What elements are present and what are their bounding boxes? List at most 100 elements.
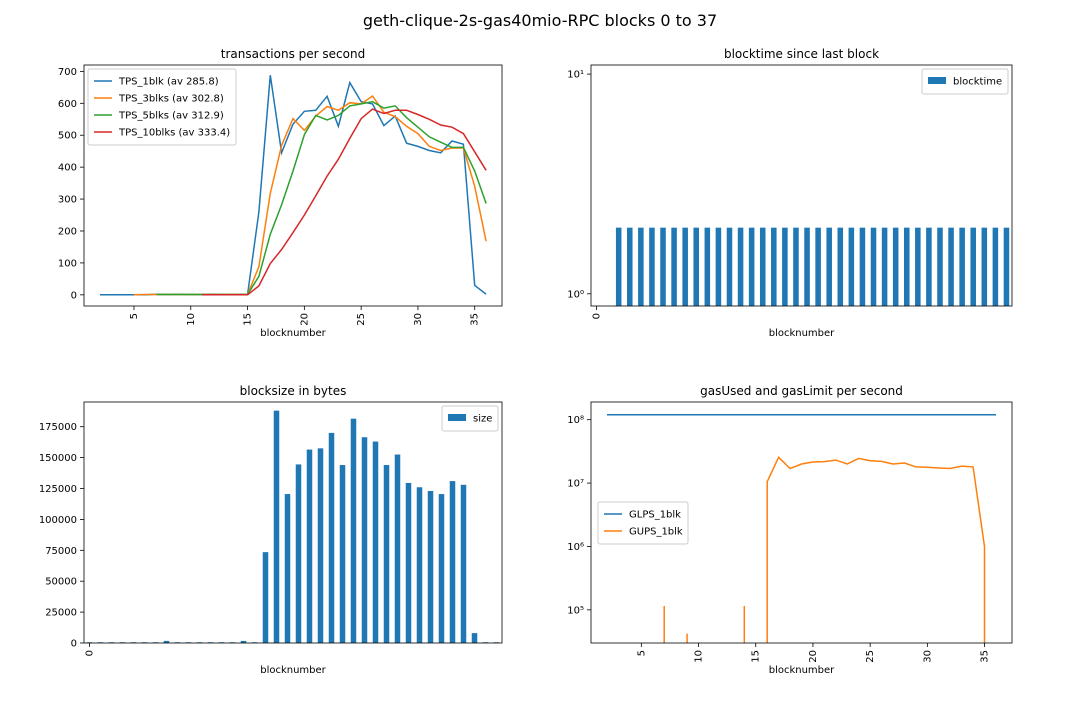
bar — [771, 227, 777, 306]
y-tick-label: 100000 — [39, 515, 77, 526]
y-tick-label: 10⁸ — [567, 415, 584, 426]
axes-frame — [83, 401, 503, 644]
bar — [460, 484, 467, 643]
chart-title: transactions per second — [221, 47, 365, 61]
bar — [627, 227, 633, 306]
chart-title: blocksize in bytes — [240, 384, 347, 398]
y-tick-label: 75000 — [45, 546, 77, 557]
legend-label: size — [473, 414, 492, 425]
y-tick-label: 10⁷ — [567, 479, 584, 490]
legend-label: TPS_10blks (av 333.4) — [118, 128, 230, 139]
y-tick-label: 125000 — [39, 484, 77, 495]
bar — [262, 552, 269, 643]
y-tick-label: 500 — [58, 131, 77, 142]
x-tick-label: 30 — [413, 313, 424, 326]
series-line — [202, 108, 487, 296]
y-tick-label: 10⁵ — [567, 605, 584, 616]
bar — [892, 227, 899, 306]
legend-swatch — [928, 77, 946, 84]
bar — [970, 227, 976, 306]
y-tick-label: 10⁰ — [567, 289, 584, 300]
y-tick-label: 300 — [58, 195, 77, 206]
axes-frame — [590, 64, 1013, 307]
x-tick-label: 30 — [922, 650, 933, 663]
bar — [693, 227, 700, 306]
x-tick-label: 15 — [243, 313, 254, 326]
bar — [350, 418, 357, 643]
bar — [748, 227, 755, 306]
legend-box — [921, 68, 1009, 95]
x-tick-label: 0 — [85, 650, 96, 656]
x-axis-label: blocknumber — [769, 665, 835, 676]
bar — [671, 227, 677, 306]
legend-swatch — [448, 414, 466, 421]
bar — [848, 227, 855, 306]
bar — [361, 437, 368, 643]
bar — [959, 227, 965, 306]
bar — [881, 227, 888, 306]
bar — [915, 227, 921, 306]
x-tick-label: 35 — [980, 650, 991, 663]
x-tick-label: 10 — [186, 313, 197, 326]
x-tick-label: 20 — [299, 313, 310, 326]
axes-frame — [83, 64, 503, 307]
bar — [372, 441, 379, 643]
bar — [284, 494, 291, 643]
y-tick-label: 150000 — [39, 453, 77, 464]
legend-box — [597, 501, 689, 545]
bar — [273, 410, 280, 643]
legend-label: TPS_3blks (av 302.8) — [118, 94, 224, 105]
y-tick-label: 700 — [58, 67, 77, 78]
bar — [306, 449, 313, 643]
bar — [992, 227, 999, 306]
bar — [1003, 227, 1010, 306]
bar — [804, 227, 810, 306]
y-tick-label: 600 — [58, 99, 77, 110]
bar — [317, 448, 324, 643]
x-tick-label: 20 — [808, 650, 819, 663]
bar — [438, 494, 445, 643]
chart-blocksize: blocksize in bytes blocknumber 0 25000 50000… — [39, 384, 503, 676]
x-tick-label: 25 — [356, 313, 367, 326]
y-tick-label: 100 — [58, 258, 77, 269]
bar — [782, 227, 788, 306]
bar — [394, 454, 401, 643]
y-tick-label: 0 — [71, 639, 77, 650]
bar — [328, 432, 335, 643]
legend-label: TPS_1blk (av 285.8) — [118, 77, 219, 88]
y-tick-label: 10⁶ — [567, 542, 584, 553]
bar — [948, 227, 954, 306]
y-tick-label: 400 — [58, 163, 77, 174]
legend-label: GLPS_1blk — [629, 510, 681, 521]
chart-gas-per-second: gasUsed and gasLimit per second blocknumb… — [567, 384, 1013, 676]
y-tick-label: 25000 — [45, 608, 77, 619]
bar — [926, 227, 932, 306]
plot-area — [607, 413, 996, 643]
legend-box — [441, 405, 499, 432]
series-line — [663, 456, 986, 643]
bar — [405, 482, 412, 643]
y-tick-label: 200 — [58, 226, 77, 237]
bar — [427, 490, 434, 643]
bar — [682, 227, 688, 306]
x-tick-label: 5 — [636, 650, 647, 656]
y-tick-label: 50000 — [45, 577, 77, 588]
bar — [937, 227, 943, 306]
legend-box — [87, 68, 237, 146]
x-tick-label: 35 — [470, 313, 481, 326]
x-tick-label: 25 — [865, 650, 876, 663]
y-tick-label: 0 — [71, 290, 77, 301]
legend-label: GUPS_1blk — [629, 527, 683, 538]
y-tick-label: 175000 — [39, 422, 77, 433]
legend-label: blocktime — [953, 77, 1002, 88]
bar — [704, 227, 711, 306]
bar — [815, 227, 821, 306]
legend-label: TPS_5blks (av 312.9) — [118, 111, 224, 122]
bar — [660, 227, 666, 306]
x-tick-label: 5 — [129, 313, 140, 319]
chart-title: blocktime since last block — [724, 47, 879, 61]
bar — [615, 227, 622, 306]
bar — [295, 464, 302, 643]
axes-frame — [590, 401, 1013, 644]
